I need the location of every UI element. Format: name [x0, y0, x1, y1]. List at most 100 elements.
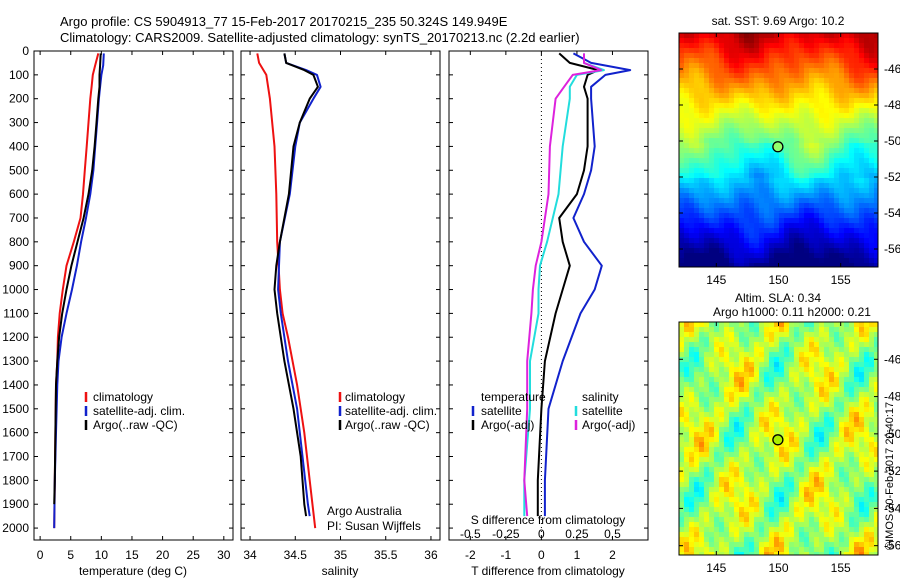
sst-cell: [694, 183, 699, 188]
sla-cell: [839, 452, 844, 457]
sla-cell: [744, 367, 749, 372]
sst-cell: [744, 163, 749, 168]
sst-cell: [874, 108, 878, 113]
sst-cell: [754, 118, 759, 123]
sla-cell: [844, 437, 849, 442]
sla-cell: [814, 482, 819, 487]
sst-cell: [874, 113, 878, 118]
sst-cell: [679, 243, 684, 248]
sst-cell: [709, 263, 714, 267]
sla-cell: [724, 417, 729, 422]
sla-cell: [739, 387, 744, 392]
sla-cell: [864, 457, 869, 462]
lat-tick-label: -56: [884, 242, 900, 256]
sst-cell: [729, 208, 734, 213]
sla-cell: [864, 452, 869, 457]
sst-cell: [729, 183, 734, 188]
sla-cell: [714, 362, 719, 367]
sla-cell: [684, 462, 689, 467]
sla-cell: [739, 547, 744, 552]
sla-map-subtitle: Argo h1000: 0.11 h2000: 0.21: [713, 305, 871, 319]
sst-cell: [789, 228, 794, 233]
sst-cell: [784, 33, 789, 38]
sla-cell: [864, 537, 869, 542]
sst-cell: [684, 243, 689, 248]
temperature-axes-frame: [33, 50, 234, 541]
sla-cell: [819, 422, 824, 427]
sst-cell: [839, 188, 844, 193]
sst-cell: [719, 223, 724, 228]
sst-cell: [699, 88, 704, 93]
sst-cell: [779, 38, 784, 43]
sst-cell: [799, 63, 804, 68]
sla-cell: [689, 327, 694, 332]
sst-cell: [734, 263, 739, 267]
sla-cell: [724, 452, 729, 457]
sla-cell: [829, 322, 834, 327]
sst-cell: [819, 58, 824, 63]
sla-cell: [774, 512, 779, 517]
sla-cell: [794, 517, 799, 522]
sla-cell: [779, 382, 784, 387]
sst-cell: [844, 163, 849, 168]
sla-cell: [704, 327, 709, 332]
sla-cell: [819, 442, 824, 447]
sla-cell: [779, 387, 784, 392]
sla-cell: [824, 387, 829, 392]
sst-cell: [734, 208, 739, 213]
sst-cell: [844, 248, 849, 253]
sla-cell: [699, 462, 704, 467]
sla-cell: [794, 502, 799, 507]
sst-cell: [734, 188, 739, 193]
sla-cell: [679, 392, 684, 397]
sst-cell: [704, 153, 709, 158]
sst-cell: [729, 53, 734, 58]
sst-cell: [754, 203, 759, 208]
sst-cell: [799, 78, 804, 83]
sst-cell: [719, 158, 724, 163]
sst-cell: [799, 98, 804, 103]
sst-cell: [844, 113, 849, 118]
sst-cell: [824, 93, 829, 98]
sla-cell: [829, 482, 834, 487]
sla-cell: [809, 367, 814, 372]
temperature-ticks: 0100200300400500600700800900100011001200…: [2, 44, 233, 562]
sla-cell: [759, 497, 764, 502]
sst-cell: [699, 103, 704, 108]
sla-cell: [799, 352, 804, 357]
sla-cell: [844, 482, 849, 487]
sla-cell: [824, 432, 829, 437]
legend-label-s-argo: Argo(-adj): [582, 418, 635, 432]
sst-cell: [714, 183, 719, 188]
sla-cell: [819, 407, 824, 412]
sla-cell: [799, 392, 804, 397]
sst-cell: [759, 188, 764, 193]
sst-cell: [859, 143, 864, 148]
sla-cell: [689, 337, 694, 342]
sla-cell: [739, 487, 744, 492]
sla-cell: [749, 457, 754, 462]
sla-cell: [829, 392, 834, 397]
sla-cell: [719, 527, 724, 532]
sla-cell: [744, 327, 749, 332]
sla-cell: [854, 417, 859, 422]
sst-cell: [859, 173, 864, 178]
sst-cell: [839, 58, 844, 63]
sla-cell: [744, 457, 749, 462]
sst-cell: [709, 258, 714, 263]
sst-cell: [874, 123, 878, 128]
sla-cell: [684, 492, 689, 497]
sst-cell: [759, 233, 764, 238]
sla-cell: [779, 347, 784, 352]
sst-cell: [724, 228, 729, 233]
sst-cell: [819, 103, 824, 108]
sla-cell: [749, 472, 754, 477]
sst-cell: [679, 203, 684, 208]
sla-cell: [804, 507, 809, 512]
sla-cell: [809, 397, 814, 402]
sst-cell: [719, 153, 724, 158]
sst-map-ticks: 145 150 155-46-48-50-52-54-56: [679, 33, 900, 287]
sst-cell: [734, 33, 739, 38]
sla-cell: [689, 407, 694, 412]
